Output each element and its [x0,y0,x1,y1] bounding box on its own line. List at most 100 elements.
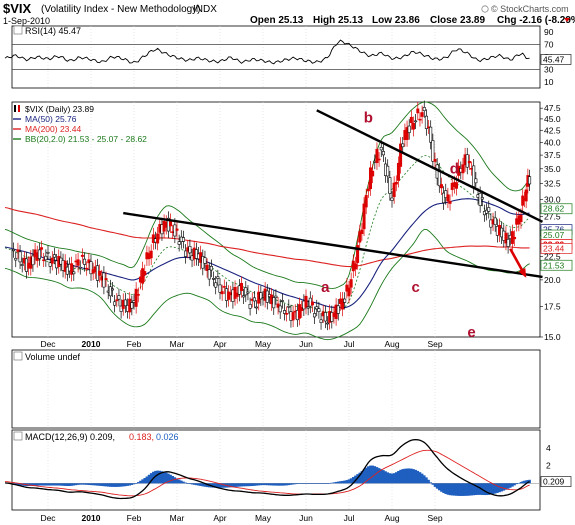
macd-histogram-bar [450,483,454,496]
macd-histogram-bar [341,480,344,484]
macd-panel-frame [11,429,541,511]
price-candle-body [409,116,413,124]
price-candle-body [323,312,327,322]
macd-histogram-bar [72,483,76,486]
rsi-panel: 9070503010 45.47 RSI(14) 45.47 [4,25,572,87]
price-candle-body [20,264,24,266]
macd-histogram-bar [517,482,521,484]
macd-histogram-bar [182,481,185,484]
macd-histogram-bar [493,483,497,494]
macd-histogram-bar [524,480,528,484]
macd-value-tag: 0.209 [540,476,572,487]
macd-histogram-bar [281,483,284,486]
index-name: (Volatility Index - New Methodology) [41,4,201,15]
rsi-tick-label: 90 [544,27,554,37]
macd-histogram-bar [218,483,222,488]
macd-histogram-bar [519,482,523,484]
price-candle-body [405,127,409,140]
price-candle-body [255,306,259,309]
macd-histogram-bar [349,478,353,484]
price-value-tag-text: 25.07 [543,230,565,240]
price-value-tag-text: 23.44 [543,243,565,253]
macd-histogram-bar [339,481,342,484]
macd-histogram-bar [523,480,526,484]
volume-legend-label: Volume undef [25,352,81,362]
high-value: High 25.13 [313,15,363,26]
macd-histogram-bar [246,483,250,487]
price-candle-body [390,197,394,201]
price-candle-body [313,313,317,318]
macd-histogram-bar [115,483,119,487]
price-candle-body [392,182,396,198]
ticker-symbol: $VIX [3,1,32,16]
macd-histogram-bar [435,483,439,489]
macd-histogram-bar [300,483,303,484]
macd-histogram-bar [511,483,514,487]
macd-histogram-bar [334,481,338,484]
rsi-value-tag-box [540,54,572,65]
price-candle-body [325,322,329,325]
price-candle-body [111,288,115,291]
x-axis-tick-label: Mar [170,513,185,523]
macd-histogram-bar [345,480,349,484]
price-candle-body [366,188,370,192]
macd-histogram-bar [526,480,530,484]
price-candle-body [70,263,74,275]
price-candle-body [87,259,91,264]
macd-histogram-bar [453,483,456,496]
macd-histogram-bar [487,483,491,495]
price-candle-body [220,291,224,295]
macd-histogram-bar [104,483,108,487]
price-candle-body [381,151,385,156]
macd-histogram-bar [420,473,424,484]
macd-histogram-bar [78,483,82,485]
price-candle-body [205,264,209,271]
x-axis-tick-label: May [255,513,272,523]
rsi-reference-levels [12,44,540,70]
price-candle-body [136,294,140,296]
price-candle-body [181,237,185,242]
macd-tick-label: 4 [546,443,551,453]
macd-histogram-bar [285,483,288,486]
price-candle-body [416,108,420,114]
macd-histogram-bar [263,483,267,486]
macd-histogram-bar [46,483,50,486]
macd-histogram-bar [223,483,226,488]
x-axis-tick-label: Aug [384,513,399,523]
price-candle-body [429,126,433,143]
price-candle-body [513,236,517,240]
price-candle-body [63,260,67,272]
x-axis-tick-label: Mar [170,339,185,349]
macd-histogram-bar [410,468,413,484]
x-axis-tick-label: May [255,339,272,349]
price-tick-label: 32.5 [544,179,561,189]
price-candle-body [446,194,450,202]
macd-histogram-bar [369,465,372,484]
price-legend-label: MA(50) 25.76 [25,114,77,124]
price-candle-body [364,195,368,208]
macd-histogram-bar [261,483,265,486]
rsi-tick-label: 70 [544,40,554,50]
macd-histogram-bar [244,483,248,487]
price-tick-label: 27.5 [544,212,561,222]
price-candle-body [291,312,295,321]
x-axis-tick-label: 2010 [82,513,101,523]
price-candle-body [113,301,117,306]
price-candle-body [353,263,357,270]
macd-histogram-bar [164,472,168,484]
price-tick-label: 15.0 [544,332,561,342]
x-axis-tick-label: Dec [40,513,56,523]
macd-histogram-bar [29,483,33,486]
price-candle-body [480,197,484,200]
macd-histogram-bar [412,469,415,484]
macd-histogram-bar [70,483,73,486]
price-candle-body [244,287,248,296]
price-legend-label: BB(20,2.0) 21.53 - 25.07 - 28.62 [25,134,147,144]
price-candle-body [399,143,403,167]
macd-legend: MACD(12,26,9) 0.209, 0.183, 0.026 [13,431,179,442]
macd-histogram-bar [160,471,164,484]
macd-histogram-bar [238,483,241,487]
macd-histogram-bar [515,483,518,485]
credit-text: © StockCharts.com [491,4,569,14]
